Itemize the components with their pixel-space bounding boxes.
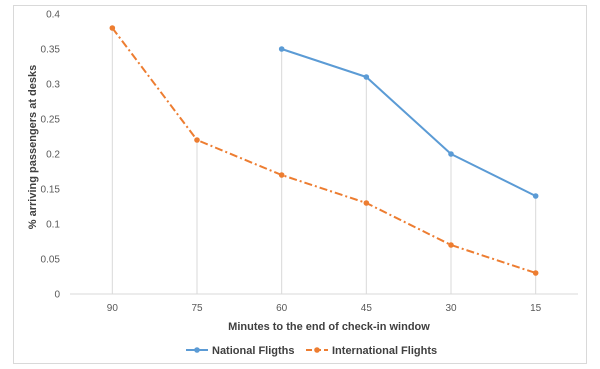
x-axis-title: Minutes to the end of check-in window [228, 321, 430, 333]
x-tick-label: 60 [276, 303, 288, 314]
data-point [532, 270, 539, 276]
y-tick-label: 0.25 [41, 115, 61, 126]
x-tick-label: 75 [191, 303, 203, 314]
x-axis-ticks: 90 75 60 45 30 15 [107, 303, 542, 314]
drop-lines [111, 28, 537, 294]
data-point [194, 137, 200, 143]
y-axis-title: % arriving passengers at desks [27, 65, 39, 229]
y-tick-label: 0.35 [41, 45, 61, 56]
y-tick-label: 0 [54, 290, 60, 301]
data-point [363, 200, 370, 206]
data-point [278, 46, 285, 52]
y-tick-label: 0.15 [41, 185, 61, 196]
data-point [448, 151, 454, 157]
series-layer [109, 25, 539, 276]
data-point [363, 74, 370, 80]
y-tick-label: 0.1 [46, 220, 60, 231]
data-point [109, 25, 116, 31]
series-line-0 [281, 48, 537, 197]
data-point [278, 172, 285, 178]
legend: National Fligths International Flights [186, 345, 437, 357]
y-tick-label: 0.3 [46, 80, 60, 91]
legend-label: International Flights [332, 345, 437, 357]
y-tick-label: 0.05 [41, 255, 61, 266]
y-axis-ticks: 0 0.05 0.1 0.15 0.2 0.25 0.3 0.35 0.4 [41, 10, 61, 301]
x-tick-label: 30 [445, 303, 457, 314]
x-tick-label: 15 [530, 303, 542, 314]
chart-frame [13, 5, 587, 364]
x-tick-label: 90 [107, 303, 119, 314]
data-point [448, 242, 454, 248]
legend-label: National Fligths [212, 345, 295, 357]
legend-swatch-marker [314, 347, 320, 353]
legend-swatch-marker [194, 347, 200, 353]
x-tick-label: 45 [361, 303, 373, 314]
data-point [532, 193, 539, 199]
series-line-1 [111, 27, 536, 274]
y-tick-label: 0.4 [46, 10, 60, 21]
y-tick-label: 0.2 [46, 150, 60, 161]
